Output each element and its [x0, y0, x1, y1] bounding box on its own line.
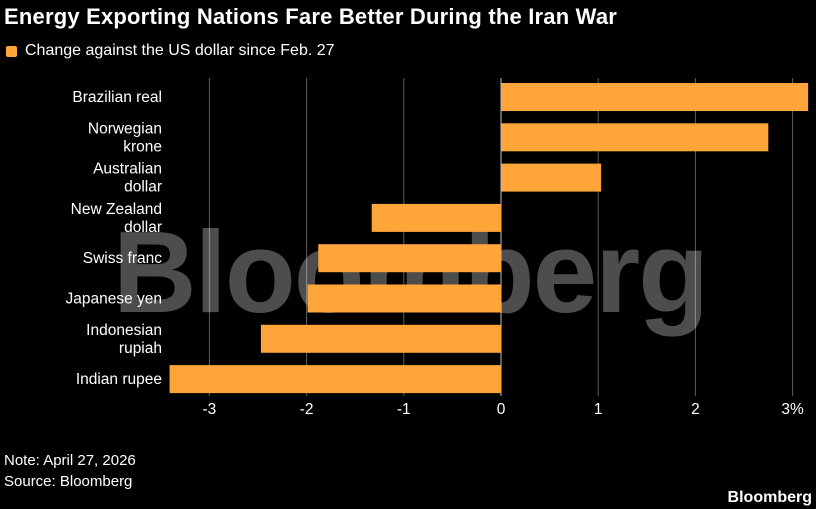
category-label: Indian rupee: [76, 371, 162, 388]
category-label: krone: [123, 138, 162, 155]
source-text: Source: Bloomberg: [4, 473, 133, 490]
legend: Change against the US dollar since Feb. …: [6, 42, 335, 60]
bars: [169, 83, 809, 394]
category-labels: Brazilian realNorwegiankroneAustraliando…: [65, 89, 162, 388]
bar: [318, 244, 501, 273]
bar: [371, 203, 501, 232]
brand-logo: Bloomberg: [727, 489, 812, 506]
category-label: Norwegian: [88, 120, 162, 137]
category-label: rupiah: [119, 340, 162, 357]
category-label: Australian: [93, 161, 162, 178]
category-label: dollar: [124, 179, 162, 196]
category-label: Indonesian: [86, 322, 162, 339]
x-tick-label: -1: [397, 401, 411, 418]
category-label: New Zealand: [71, 201, 162, 218]
note-text: Note: April 27, 2026: [4, 452, 136, 469]
category-label: Japanese yen: [65, 291, 162, 308]
category-label: Brazilian real: [72, 89, 162, 106]
x-tick-label: 0: [497, 401, 506, 418]
x-tick-labels: -3 -2 -1 0 1 2 3%: [203, 401, 805, 418]
legend-swatch: [6, 45, 17, 57]
bar: [260, 324, 501, 353]
bar: [501, 83, 809, 111]
x-tick-label: 1: [594, 401, 603, 418]
bar: [169, 365, 501, 394]
x-tick-label: 3%: [781, 401, 804, 418]
bar: [501, 123, 769, 152]
chart-title: Energy Exporting Nations Fare Better Dur…: [4, 4, 618, 29]
category-label: Swiss franc: [83, 250, 162, 267]
x-tick-label: 2: [691, 401, 700, 418]
legend-label: Change against the US dollar since Feb. …: [25, 42, 335, 59]
x-tick-label: -3: [203, 401, 217, 418]
footnote: Note: April 27, 2026 Source: Bloomberg: [4, 450, 136, 492]
category-label: dollar: [124, 219, 162, 236]
bar: [501, 163, 602, 192]
bar: [307, 284, 501, 313]
x-tick-label: -2: [300, 401, 314, 418]
